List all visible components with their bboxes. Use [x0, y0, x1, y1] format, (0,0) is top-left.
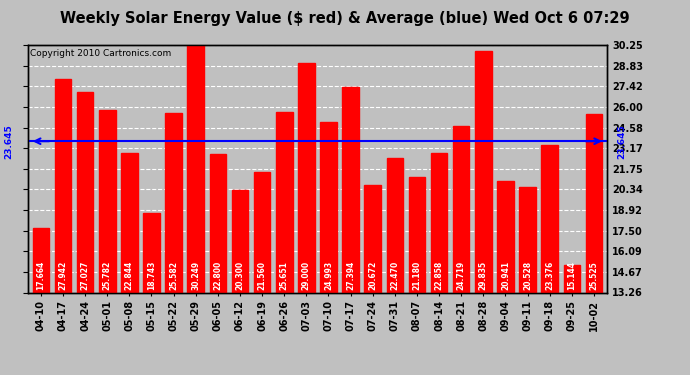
Text: 27.942: 27.942 — [59, 261, 68, 290]
Text: Weekly Solar Energy Value ($ red) & Average (blue) Wed Oct 6 07:29: Weekly Solar Energy Value ($ red) & Aver… — [60, 11, 630, 26]
Bar — [144, 213, 160, 292]
Text: 23.645: 23.645 — [4, 124, 13, 159]
Text: 20.300: 20.300 — [235, 261, 244, 290]
Bar — [55, 79, 71, 292]
Text: 17.664: 17.664 — [37, 261, 46, 290]
Bar — [32, 228, 49, 292]
Bar — [497, 181, 514, 292]
Bar — [475, 51, 491, 292]
Bar — [386, 158, 403, 292]
Bar — [166, 113, 182, 292]
Bar — [254, 172, 270, 292]
Text: 27.027: 27.027 — [81, 261, 90, 290]
Text: 25.651: 25.651 — [279, 261, 288, 290]
Text: 24.719: 24.719 — [457, 261, 466, 290]
Bar — [408, 177, 425, 292]
Bar — [320, 122, 337, 292]
Bar — [77, 92, 93, 292]
Bar — [520, 187, 536, 292]
Text: Copyright 2010 Cartronics.com: Copyright 2010 Cartronics.com — [30, 49, 172, 58]
Bar — [342, 87, 359, 292]
Text: 23.645: 23.645 — [618, 124, 627, 159]
Bar — [453, 126, 469, 292]
Bar — [298, 63, 315, 292]
Text: 22.858: 22.858 — [435, 261, 444, 290]
Text: 22.470: 22.470 — [391, 261, 400, 290]
Text: 18.743: 18.743 — [147, 261, 156, 290]
Bar — [364, 184, 381, 292]
Text: 21.560: 21.560 — [257, 261, 266, 290]
Text: 22.800: 22.800 — [213, 261, 222, 290]
Text: 25.782: 25.782 — [103, 261, 112, 290]
Text: 24.993: 24.993 — [324, 261, 333, 290]
Bar — [121, 153, 138, 292]
Text: 27.394: 27.394 — [346, 261, 355, 290]
Bar — [232, 190, 248, 292]
Bar — [99, 110, 115, 292]
Bar — [276, 112, 293, 292]
Text: 25.525: 25.525 — [589, 262, 598, 290]
Text: 15.144: 15.144 — [567, 261, 576, 290]
Bar — [431, 153, 447, 292]
Bar — [586, 114, 602, 292]
Bar — [542, 145, 558, 292]
Bar — [188, 45, 204, 292]
Text: 29.000: 29.000 — [302, 261, 310, 290]
Text: 29.835: 29.835 — [479, 261, 488, 290]
Text: 25.582: 25.582 — [169, 261, 178, 290]
Text: 22.844: 22.844 — [125, 261, 134, 290]
Text: 20.672: 20.672 — [368, 261, 377, 290]
Text: 23.376: 23.376 — [545, 261, 554, 290]
Text: 21.180: 21.180 — [413, 261, 422, 290]
Text: 30.249: 30.249 — [191, 261, 200, 290]
Bar — [564, 265, 580, 292]
Text: 20.941: 20.941 — [501, 261, 510, 290]
Bar — [210, 153, 226, 292]
Text: 20.528: 20.528 — [523, 261, 532, 290]
